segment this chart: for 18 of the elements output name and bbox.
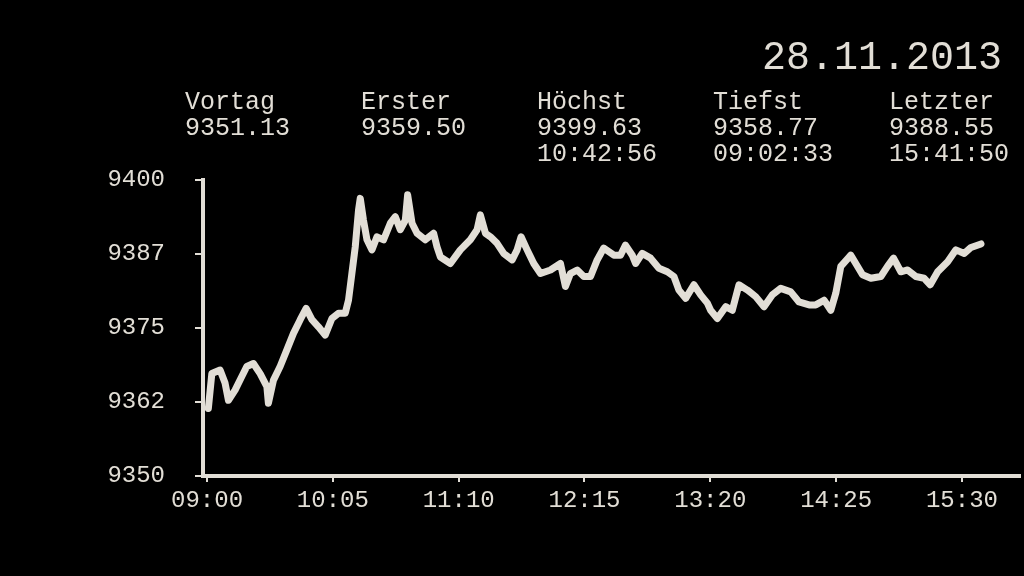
x-tick-label: 12:15 [548, 486, 621, 514]
text: Höchst 9399.63 10:42:56 [537, 87, 658, 169]
y-tick-label: 9400 [107, 166, 165, 194]
x-tick-label: 15:30 [925, 486, 998, 514]
text: Letzter 9388.55 15:41:50 [889, 87, 1010, 169]
x-tick-label: 11:10 [422, 486, 495, 514]
y-tick-label: 9350 [107, 462, 165, 490]
chart-title: 28.11.2013 [761, 35, 1002, 81]
text: Vortag 9351.13 [185, 87, 291, 143]
y-tick-label: 9387 [107, 240, 165, 268]
y-tick-label: 9375 [107, 314, 165, 342]
text: Erster 9359.50 [361, 87, 467, 143]
x-tick-label: 13:20 [674, 486, 747, 514]
x-tick-label: 14:25 [800, 486, 873, 514]
text: Tiefst 9358.77 09:02:33 [713, 87, 834, 169]
x-tick-label: 09:00 [171, 486, 244, 514]
y-tick-label: 9362 [107, 388, 165, 416]
x-tick-label: 10:05 [296, 486, 369, 514]
